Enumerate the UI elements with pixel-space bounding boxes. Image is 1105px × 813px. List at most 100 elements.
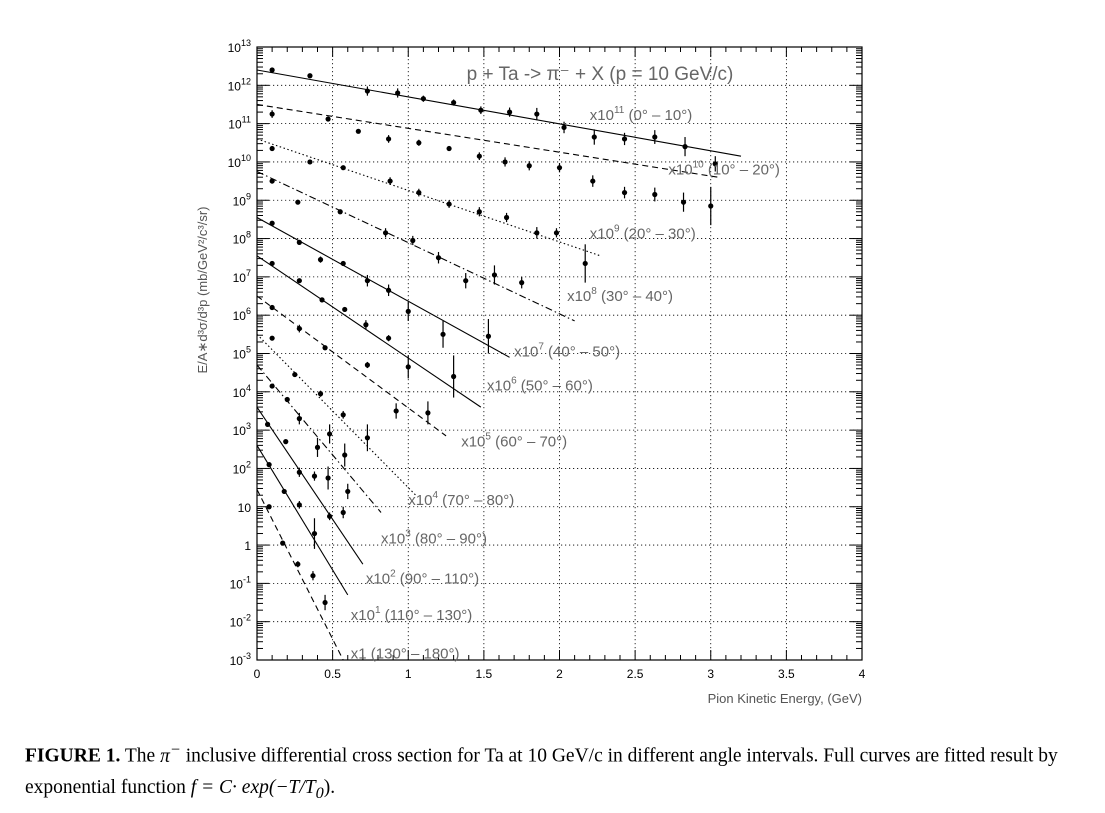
y-tick-base: 10 [230, 577, 244, 591]
y-tick-base: 10 [233, 233, 247, 247]
data-point [364, 362, 371, 368]
y-tick-base: 10 [230, 616, 244, 630]
series-scale: x10 [590, 226, 614, 243]
y-tick-label: 10 [238, 501, 252, 515]
data-point [591, 134, 597, 140]
caption-pi: π− [160, 740, 181, 767]
y-tick-base: 10 [233, 462, 247, 476]
series-scale-exponent: 5 [485, 432, 491, 443]
x-tick-label: 0.5 [324, 667, 341, 681]
series-scale-exponent: 7 [538, 342, 544, 353]
y-tick-exponent: -2 [243, 613, 251, 623]
series-scale: x10 [351, 607, 375, 624]
data-point [311, 473, 318, 479]
data-point [327, 513, 333, 519]
series-scale-exponent: 1 [375, 605, 381, 616]
y-tick-label: 10-2 [230, 613, 251, 630]
data-point [269, 220, 275, 226]
data-point [314, 444, 321, 450]
data-point [364, 278, 371, 284]
series-angle-range: (80° – 90°) [411, 531, 487, 548]
data-point [440, 331, 446, 337]
figure-caption: FIGURE 1. The π− inclusive differential … [25, 734, 1085, 808]
data-point [266, 462, 272, 468]
fit-line [256, 406, 364, 565]
data-point [385, 287, 392, 293]
data-point [296, 416, 302, 422]
data-point [451, 99, 457, 106]
series-scale-exponent: 10 [693, 160, 705, 171]
data-point [295, 561, 301, 567]
data-point [340, 509, 346, 516]
data-point [519, 280, 525, 286]
data-point [476, 209, 482, 215]
caption-formula-main: f = C· exp(−T/T [190, 776, 316, 798]
data-point [463, 278, 469, 284]
series-angle-range: (110° – 130°) [381, 607, 473, 624]
y-tick-exponent: 10 [241, 153, 251, 163]
data-point [340, 412, 346, 418]
y-tick-label: 1 [244, 539, 251, 553]
series-angle-range: (10° – 20°) [704, 162, 780, 179]
y-tick-exponent: 12 [241, 76, 251, 86]
series-label: x109 (20° – 30°) [590, 224, 696, 243]
data-point [322, 599, 328, 606]
x-tick-labels: 0 0.5 1 1.5 2 2.5 3 3.5 4 [254, 667, 866, 681]
data-point [342, 452, 348, 458]
caption-formula-sub: 0 [315, 783, 324, 802]
data-point [416, 140, 422, 146]
data-point [534, 111, 540, 117]
data-point [266, 504, 272, 510]
data-points [264, 67, 718, 611]
fit-line [256, 171, 575, 322]
fit-line [256, 445, 349, 596]
y-tick-label: 10-3 [230, 651, 251, 668]
x-tick-label: 1 [405, 667, 412, 681]
data-point [382, 230, 389, 236]
data-point [435, 255, 442, 261]
data-point [325, 116, 331, 122]
fit-line [256, 333, 417, 496]
data-point [317, 391, 324, 397]
data-point [269, 67, 275, 73]
y-tick-label: 1010 [228, 153, 251, 170]
x-axis-title: Pion Kinetic Energy, (GeV) [708, 691, 862, 706]
data-point [322, 345, 328, 351]
y-tick-labels: 10-310-210-11101021031041051061071081091… [228, 38, 252, 668]
series-scale: x10 [487, 377, 511, 394]
series-angle-range: (50° – 60°) [517, 377, 593, 394]
y-tick-exponent: -1 [243, 574, 251, 584]
series-angle-range: (30° – 40°) [597, 288, 673, 305]
data-point [296, 325, 302, 332]
y-tick-base: 10 [228, 156, 242, 170]
y-tick-base: 10 [228, 118, 242, 132]
data-point [652, 134, 658, 140]
series-label: x1011 (0° – 10°) [590, 105, 692, 124]
data-point [556, 165, 563, 171]
data-point [712, 161, 718, 167]
series-label: x107 (40° – 50°) [514, 342, 620, 361]
y-tick-base: 10 [233, 424, 247, 438]
caption-pi-minus: − [169, 740, 181, 758]
data-point [337, 209, 343, 215]
data-point [582, 260, 588, 267]
data-point [526, 163, 532, 169]
series-angle-range: (0° – 10°) [624, 107, 692, 124]
data-point [502, 159, 508, 165]
data-point [451, 373, 457, 380]
data-point [307, 159, 313, 165]
data-point [405, 308, 411, 314]
series-scale-exponent: 4 [432, 490, 438, 501]
fit-line [256, 138, 601, 257]
data-point [295, 199, 301, 205]
y-tick-base: 1 [244, 539, 251, 553]
data-point [446, 201, 452, 207]
fit-curves [256, 69, 742, 661]
y-tick-base: 10 [230, 654, 244, 668]
data-point [652, 191, 658, 198]
data-point [342, 306, 348, 313]
x-tick-label: 1.5 [476, 667, 493, 681]
y-tick-base: 10 [233, 271, 247, 285]
data-point [264, 421, 271, 427]
y-tick-base: 10 [228, 79, 242, 93]
